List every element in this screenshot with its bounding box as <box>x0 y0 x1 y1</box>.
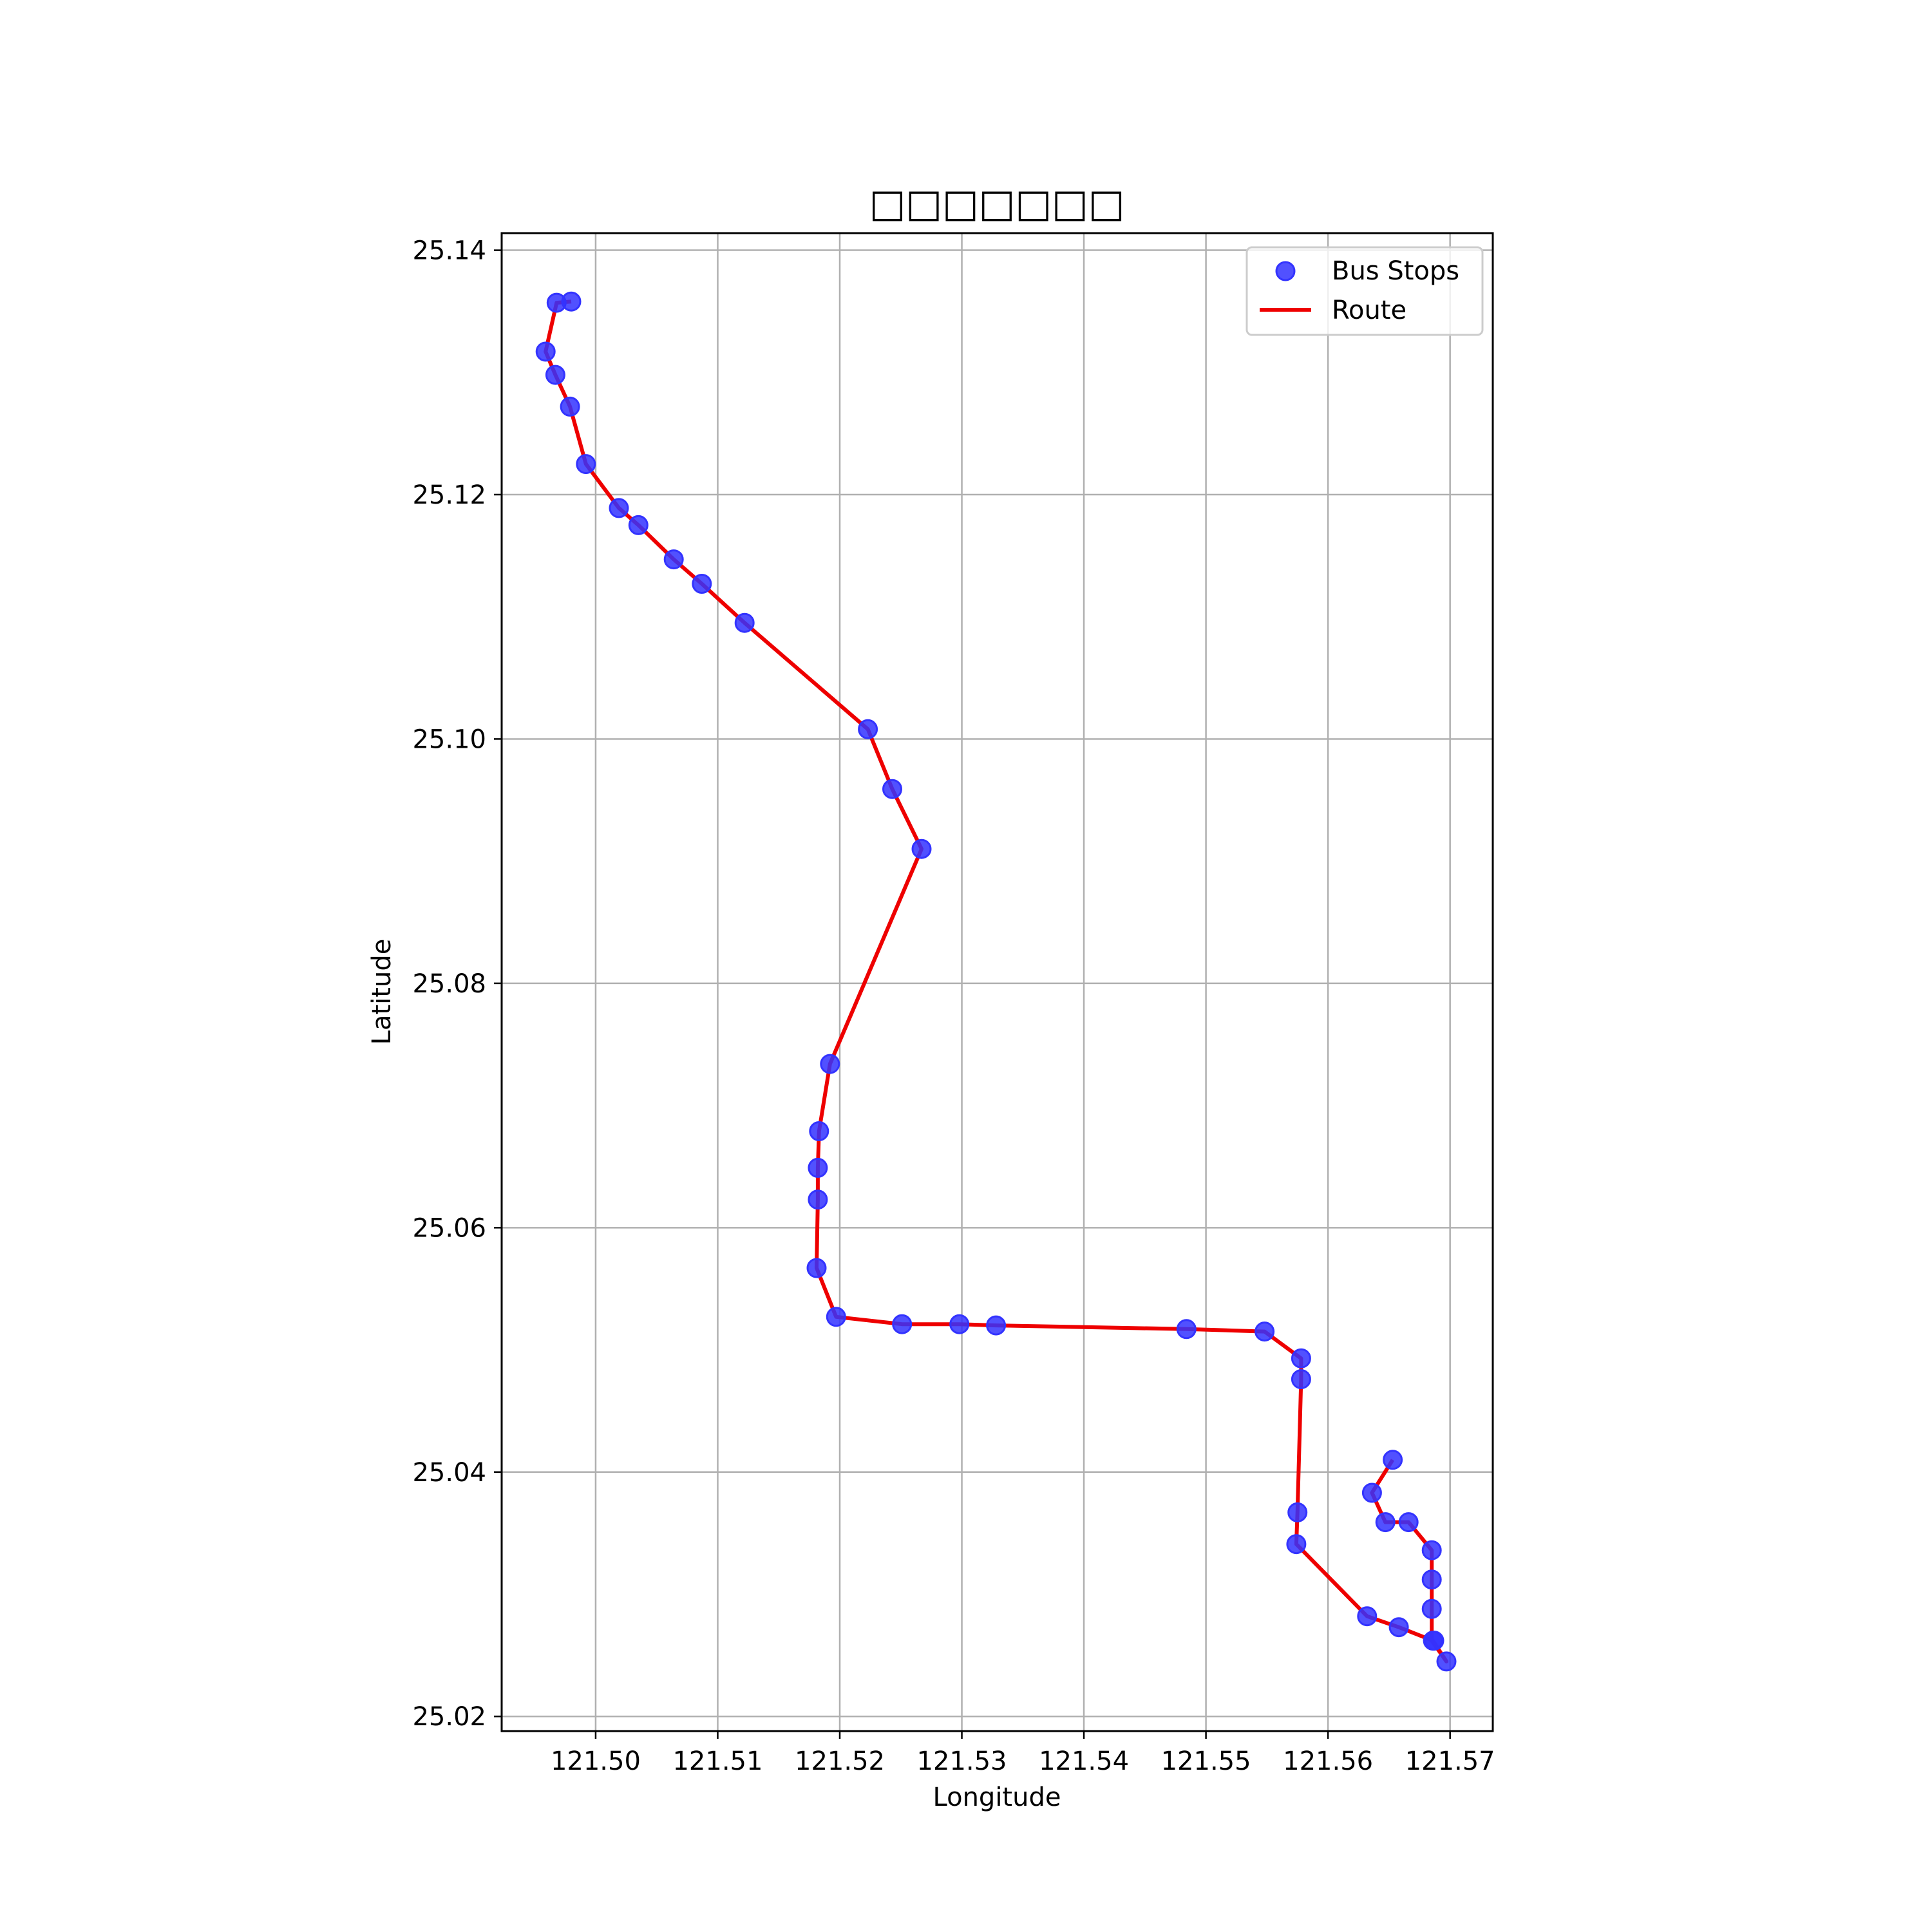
y-tick-label: 25.12 <box>412 480 486 510</box>
bus-stop-point <box>1375 1512 1396 1533</box>
bus-stop-point <box>1287 1502 1308 1522</box>
y-axis-label: Latitude <box>367 939 397 1045</box>
x-tick-label: 121.55 <box>1161 1747 1251 1776</box>
grid-layer <box>502 233 1493 1731</box>
bus-stop-point <box>1291 1348 1311 1368</box>
y-tick-label: 25.04 <box>412 1458 486 1488</box>
x-tick-label: 121.57 <box>1405 1747 1495 1776</box>
bus-stop-point <box>609 498 629 518</box>
bus-stop-point <box>663 549 684 570</box>
bus-stop-point <box>826 1307 846 1327</box>
bus-stop-point <box>734 612 755 633</box>
x-tick-label: 121.50 <box>551 1747 641 1776</box>
x-axis-label: Longitude <box>933 1783 1061 1812</box>
y-tick-label: 25.06 <box>412 1213 486 1243</box>
chart-title: □□□□□□□ <box>869 181 1125 226</box>
bus-stop-point <box>1436 1651 1457 1672</box>
bus-stop-point <box>560 396 580 417</box>
bus-stop-point <box>858 719 878 739</box>
bus-stop-point <box>911 838 932 859</box>
bus-stop-point <box>808 1157 828 1178</box>
bus-stop-point <box>1357 1606 1378 1627</box>
x-tick-label: 121.51 <box>672 1747 762 1776</box>
bus-stop-point <box>1176 1319 1197 1340</box>
bus-stop-point <box>1398 1512 1419 1533</box>
bus-stop-point <box>1424 1631 1444 1651</box>
y-tick-label: 25.02 <box>412 1702 486 1732</box>
bus-stop-point <box>545 365 565 385</box>
y-tick-label: 25.08 <box>412 969 486 999</box>
bus-stop-point <box>949 1314 970 1334</box>
ticks-layer: 121.50 121.51 121.52 121.53 121.54 121.55 121.… <box>412 236 1495 1776</box>
bus-stop-point <box>806 1258 827 1278</box>
x-tick-label: 121.52 <box>795 1747 885 1776</box>
bus-stop-point <box>1286 1534 1307 1555</box>
legend-bus-stops-label: Bus Stops <box>1332 256 1459 286</box>
bus-stop-point <box>535 341 556 362</box>
bus-stop-point <box>808 1189 828 1210</box>
legend: Bus Stops Route <box>1245 246 1484 336</box>
bus-stop-point <box>882 779 902 799</box>
y-tick-label: 25.14 <box>412 236 486 266</box>
plot-frame <box>500 232 1494 1732</box>
bus-stop-point <box>820 1054 840 1074</box>
bus-stop-point <box>1421 1569 1442 1590</box>
x-tick-label: 121.53 <box>917 1747 1007 1776</box>
stops-layer <box>535 291 1457 1672</box>
bus-stop-point <box>1421 1540 1442 1560</box>
bus-stop-point <box>1255 1321 1275 1342</box>
bus-stop-point <box>628 515 649 535</box>
x-tick-label: 121.54 <box>1039 1747 1129 1776</box>
bus-stop-point <box>1383 1450 1403 1470</box>
bus-stop-point <box>1291 1369 1311 1390</box>
bus-stop-point <box>1421 1598 1442 1619</box>
legend-bus-stops-marker <box>1275 261 1296 281</box>
y-tick-label: 25.10 <box>412 724 486 754</box>
bus-stop-point <box>561 291 582 312</box>
bus-stop-point <box>576 454 596 475</box>
bus-stop-point <box>809 1121 829 1141</box>
x-tick-label: 121.56 <box>1283 1747 1373 1776</box>
bus-stop-point <box>1388 1617 1409 1638</box>
bus-stop-point <box>892 1314 913 1334</box>
bus-stop-point <box>986 1315 1007 1336</box>
legend-box <box>1245 246 1484 336</box>
bus-stop-point <box>692 574 712 594</box>
bus-stop-point <box>1361 1482 1382 1503</box>
legend-route-label: Route <box>1332 296 1406 325</box>
